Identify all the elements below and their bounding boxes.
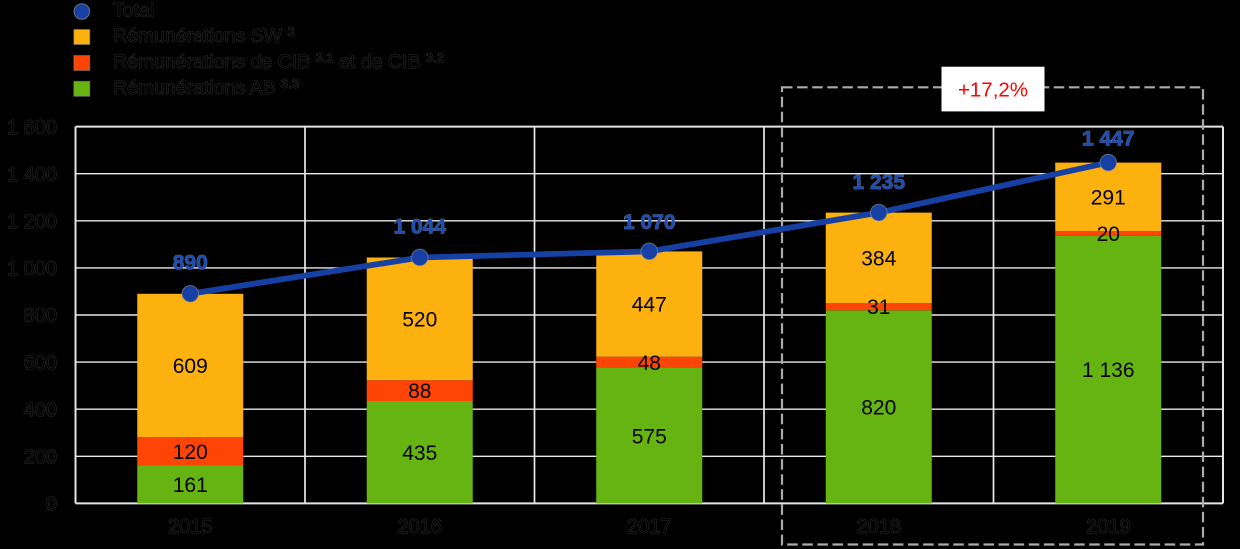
svg-text:1 447: 1 447	[1082, 128, 1135, 151]
svg-text:890: 890	[173, 251, 208, 274]
svg-text:820: 820	[861, 396, 896, 419]
svg-text:+17,2%: +17,2%	[958, 78, 1028, 101]
svg-text:384: 384	[861, 247, 896, 270]
svg-text:1 000: 1 000	[7, 258, 57, 280]
svg-text:1 200: 1 200	[7, 211, 57, 233]
svg-text:600: 600	[24, 352, 57, 374]
svg-text:1 235: 1 235	[852, 171, 905, 194]
svg-text:Total: Total	[113, 0, 154, 22]
svg-text:0: 0	[46, 494, 57, 516]
svg-text:1 070: 1 070	[623, 211, 676, 234]
svg-text:575: 575	[632, 425, 667, 448]
svg-text:1 400: 1 400	[7, 164, 57, 186]
svg-text:Rémunérations AB 3.3: Rémunérations AB 3.3	[113, 76, 299, 99]
svg-text:31: 31	[867, 296, 890, 319]
svg-text:435: 435	[402, 442, 437, 465]
svg-text:48: 48	[638, 352, 661, 375]
svg-text:88: 88	[408, 380, 431, 403]
svg-text:120: 120	[173, 441, 208, 464]
svg-text:1 136: 1 136	[1082, 359, 1135, 382]
svg-text:2019: 2019	[1086, 516, 1131, 538]
svg-text:520: 520	[402, 308, 437, 331]
svg-text:2016: 2016	[398, 516, 443, 538]
svg-text:20: 20	[1097, 223, 1120, 246]
svg-text:200: 200	[24, 447, 57, 469]
svg-text:400: 400	[24, 399, 57, 421]
svg-text:1 600: 1 600	[7, 117, 57, 139]
svg-text:447: 447	[632, 294, 667, 317]
svg-text:2017: 2017	[627, 516, 672, 538]
svg-text:291: 291	[1091, 187, 1126, 210]
svg-text:609: 609	[173, 355, 208, 378]
svg-text:2018: 2018	[857, 516, 902, 538]
svg-text:1 044: 1 044	[393, 216, 446, 239]
svg-text:800: 800	[24, 305, 57, 327]
svg-text:Rémunérations SW 3: Rémunérations SW 3	[113, 24, 295, 47]
svg-text:2015: 2015	[168, 516, 213, 538]
svg-text:161: 161	[173, 474, 208, 497]
